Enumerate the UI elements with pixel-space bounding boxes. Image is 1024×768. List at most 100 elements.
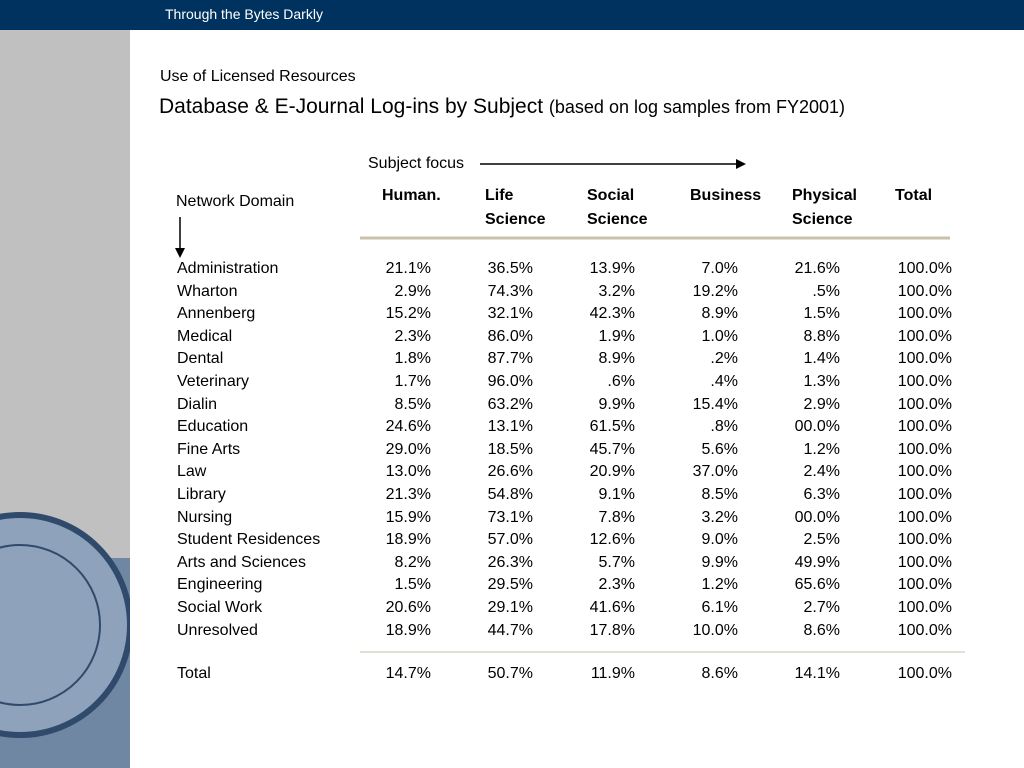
row-cell: 100.0% — [897, 373, 952, 390]
row-cell: 5.7% — [598, 553, 635, 571]
row-cell: 3.2% — [701, 508, 738, 526]
row-label: Dialin — [177, 395, 218, 413]
row-label: Fine Arts — [177, 440, 241, 458]
row-label: Nursing — [177, 508, 233, 526]
kicker: Use of Licensed Resources — [160, 68, 356, 85]
row-label: Social Work — [177, 599, 263, 616]
row-cell: 100.0% — [897, 440, 952, 458]
row-cell: 21.3% — [385, 486, 431, 503]
row-label: Administration — [177, 260, 279, 277]
row-label: Library — [177, 486, 226, 503]
row-cell: 100.0% — [897, 350, 952, 368]
row-cell: 1.3% — [803, 373, 840, 390]
row-cell: 2.9% — [394, 282, 431, 300]
row-cell: 18.9% — [385, 531, 431, 549]
row-cell: 2.5% — [803, 531, 840, 549]
row-cell: 8.9% — [598, 350, 635, 368]
row-cell: 63.2% — [487, 395, 533, 413]
row-cell: 36.5% — [487, 260, 533, 277]
row-cell: 8.5% — [701, 486, 738, 503]
row-cell: 9.1% — [598, 486, 635, 503]
row-cell: 100.0% — [897, 463, 952, 481]
row-cell: 100.0% — [897, 305, 952, 323]
row-cell: 18.9% — [385, 621, 431, 639]
row-cell: 00.0% — [794, 508, 840, 526]
row-cell: 20.6% — [385, 599, 431, 616]
row-cell: 20.9% — [589, 463, 635, 481]
row-label: Engineering — [177, 576, 263, 594]
column-header: Science — [485, 211, 546, 228]
title-note: (based on log samples from FY2001) — [548, 97, 846, 117]
row-cell: 100.0% — [897, 260, 952, 277]
row-cell: 100.0% — [897, 486, 952, 503]
row-cell: .2% — [710, 350, 738, 368]
row-cell: .8% — [710, 418, 738, 436]
row-cell: 96.0% — [487, 373, 533, 390]
row-cell: 100.0% — [897, 599, 952, 616]
row-cell: 8.9% — [701, 305, 738, 323]
row-cell: 8.2% — [394, 553, 431, 571]
row-cell: 1.2% — [803, 440, 840, 458]
row-axis: Network Domain — [176, 193, 295, 210]
row-cell: 100.0% — [897, 508, 952, 526]
row-cell: 100.0% — [897, 553, 952, 571]
row-label: Arts and Sciences — [177, 553, 306, 571]
row-cell: 1.7% — [394, 373, 431, 390]
column-header: Human. — [382, 187, 441, 204]
row-label: Dental — [177, 350, 224, 368]
row-cell: 9.0% — [701, 531, 738, 549]
row-label: Annenberg — [177, 305, 256, 323]
row-cell: 32.1% — [487, 305, 533, 323]
column-axis: Subject focus — [368, 155, 465, 172]
row-cell: 6.3% — [803, 486, 840, 503]
row-cell: 37.0% — [692, 463, 738, 481]
row-label: Medical — [177, 327, 233, 345]
column-header: Business — [690, 187, 762, 204]
row-cell: 13.9% — [589, 260, 635, 277]
row-cell: 15.9% — [385, 508, 431, 526]
row-cell: 7.8% — [598, 508, 635, 526]
row-cell: 8.5% — [394, 395, 431, 413]
row-cell: 100.0% — [897, 418, 952, 436]
row-cell: 65.6% — [794, 576, 840, 594]
total-label: Total — [177, 665, 211, 682]
arrowhead — [175, 248, 185, 258]
row-cell: 73.1% — [487, 508, 533, 526]
row-cell: 2.3% — [598, 576, 635, 594]
row-cell: .4% — [710, 373, 738, 390]
row-label: Unresolved — [177, 621, 258, 639]
row-cell: 86.0% — [487, 327, 533, 345]
row-cell: 29.0% — [385, 440, 431, 458]
seal — [0, 512, 130, 738]
row-cell: 9.9% — [598, 395, 635, 413]
row-cell: 100.0% — [897, 621, 952, 639]
row-cell: 2.3% — [394, 327, 431, 345]
row-cell: 13.0% — [385, 463, 431, 481]
row-cell: 15.2% — [385, 305, 431, 323]
row-label: Law — [177, 463, 207, 481]
row-cell: 42.3% — [589, 305, 635, 323]
row-cell: 87.7% — [487, 350, 533, 368]
total-cell: 50.7% — [487, 665, 533, 682]
arrowhead — [736, 159, 746, 169]
row-cell: 100.0% — [897, 282, 952, 300]
row-cell: 00.0% — [794, 418, 840, 436]
row-cell: 19.2% — [692, 282, 738, 300]
row-label: Education — [177, 418, 249, 436]
row-cell: 29.5% — [487, 576, 533, 594]
header-bar — [0, 0, 1024, 30]
row-cell: 1.5% — [394, 576, 431, 594]
row-cell: 26.6% — [487, 463, 533, 481]
row-cell: 100.0% — [897, 327, 952, 345]
row-cell: 1.8% — [394, 350, 431, 368]
row-cell: 29.1% — [487, 599, 533, 616]
row-cell: 7.0% — [701, 260, 738, 277]
total-cell: 14.1% — [794, 665, 840, 682]
column-header: Science — [587, 211, 648, 228]
total-cell: 100.0% — [897, 665, 952, 682]
column-header: Social — [587, 187, 635, 204]
row-label: Student Residences — [177, 531, 321, 549]
row-cell: 44.7% — [487, 621, 533, 639]
